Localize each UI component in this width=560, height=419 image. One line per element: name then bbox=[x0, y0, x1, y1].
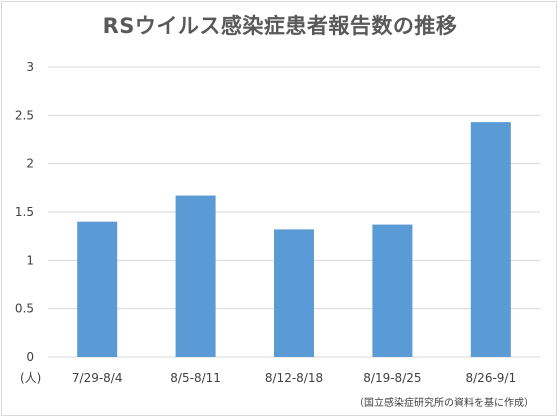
source-note: （国立感染症研究所の資料を基に作成） bbox=[354, 398, 534, 409]
chart-title: RSウイルス感染症患者報告数の推移 bbox=[102, 14, 458, 38]
bar-8/19-8/25 bbox=[372, 224, 413, 357]
bar-8/26-9/1 bbox=[470, 122, 511, 357]
x-tick-label: 8/12-8/18 bbox=[265, 371, 323, 385]
x-tick-labels: 7/29-8/4 8/5-8/11 8/12-8/18 8/19-8/25 8/26-9… bbox=[72, 371, 516, 385]
bar-8/12-8/18 bbox=[274, 229, 314, 357]
x-tick-label: 8/5-8/11 bbox=[170, 371, 221, 385]
y-tick-label: 1.5 bbox=[15, 205, 34, 219]
y-tick-label: 0.5 bbox=[15, 302, 34, 316]
y-tick-label: 1 bbox=[26, 253, 34, 267]
y-tick-label: 0 bbox=[26, 350, 34, 364]
bar-7/29-8/4 bbox=[77, 221, 118, 357]
bar-8/5-8/11 bbox=[175, 195, 216, 357]
y-tick-label: 3 bbox=[26, 60, 34, 74]
x-tick-label: 8/26-9/1 bbox=[466, 371, 517, 385]
x-tick-label: 7/29-8/4 bbox=[72, 371, 123, 385]
y-unit-label: (人) bbox=[20, 371, 41, 385]
y-tick-labels: 0 0.5 1 1.5 2 2.5 3 bbox=[15, 60, 34, 364]
y-tick-label: 2 bbox=[26, 157, 34, 171]
x-tick-label: 8/19-8/25 bbox=[363, 371, 421, 385]
bars bbox=[77, 122, 511, 357]
y-tick-label: 2.5 bbox=[15, 108, 34, 122]
